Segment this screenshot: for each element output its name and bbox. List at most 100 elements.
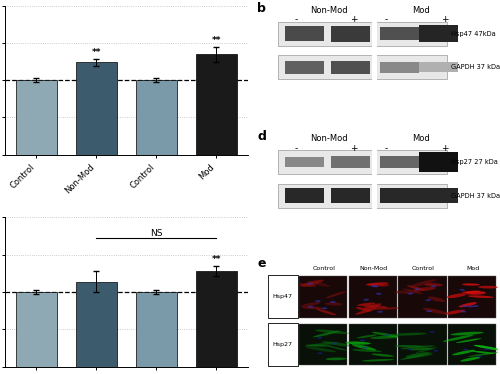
Text: -: - xyxy=(385,144,388,153)
Ellipse shape xyxy=(308,283,313,285)
Bar xyxy=(348,324,397,365)
Text: Hsp27: Hsp27 xyxy=(272,342,292,347)
Ellipse shape xyxy=(355,307,378,315)
Ellipse shape xyxy=(325,303,342,306)
Ellipse shape xyxy=(408,349,412,350)
Ellipse shape xyxy=(384,334,390,336)
Text: GAPDH 37 kDa: GAPDH 37 kDa xyxy=(452,193,500,199)
Ellipse shape xyxy=(372,353,394,357)
Ellipse shape xyxy=(356,307,372,312)
Ellipse shape xyxy=(414,287,436,291)
FancyBboxPatch shape xyxy=(268,324,298,366)
Bar xyxy=(419,153,458,172)
Ellipse shape xyxy=(364,303,382,310)
Ellipse shape xyxy=(300,302,320,307)
Ellipse shape xyxy=(390,333,427,335)
Text: -: - xyxy=(295,144,298,153)
Text: b: b xyxy=(258,1,266,15)
Ellipse shape xyxy=(458,302,477,307)
Ellipse shape xyxy=(452,350,475,355)
Ellipse shape xyxy=(322,307,327,309)
Ellipse shape xyxy=(300,280,324,287)
Bar xyxy=(278,150,446,174)
Bar xyxy=(372,148,378,210)
Bar xyxy=(380,156,419,168)
Ellipse shape xyxy=(357,303,376,306)
Bar xyxy=(196,54,236,155)
Ellipse shape xyxy=(474,345,500,350)
Ellipse shape xyxy=(326,291,346,298)
Ellipse shape xyxy=(408,292,414,294)
Ellipse shape xyxy=(322,341,352,346)
Text: Hsp27 27 kDa: Hsp27 27 kDa xyxy=(452,159,498,165)
Bar xyxy=(136,80,176,155)
Ellipse shape xyxy=(313,331,340,337)
Ellipse shape xyxy=(468,295,494,298)
Ellipse shape xyxy=(362,359,394,362)
Text: +: + xyxy=(350,144,358,153)
Ellipse shape xyxy=(377,311,383,313)
Ellipse shape xyxy=(364,299,369,301)
Ellipse shape xyxy=(424,283,442,286)
Ellipse shape xyxy=(374,307,402,310)
Ellipse shape xyxy=(463,349,468,350)
Text: **: ** xyxy=(212,36,221,45)
Ellipse shape xyxy=(456,338,481,343)
Bar xyxy=(419,188,458,203)
Ellipse shape xyxy=(376,293,382,295)
Ellipse shape xyxy=(444,310,465,315)
Ellipse shape xyxy=(306,342,338,346)
Ellipse shape xyxy=(431,285,436,287)
Ellipse shape xyxy=(466,291,486,295)
Ellipse shape xyxy=(484,348,490,350)
Ellipse shape xyxy=(366,283,390,286)
Ellipse shape xyxy=(430,331,434,333)
Ellipse shape xyxy=(305,344,333,347)
Text: +: + xyxy=(440,144,448,153)
Ellipse shape xyxy=(298,283,316,287)
Ellipse shape xyxy=(360,340,365,341)
Bar xyxy=(398,276,446,318)
Ellipse shape xyxy=(462,305,468,307)
Bar xyxy=(380,27,419,40)
Text: Non-Mod: Non-Mod xyxy=(360,266,388,271)
Ellipse shape xyxy=(394,291,418,294)
Text: **: ** xyxy=(212,255,221,264)
Ellipse shape xyxy=(356,334,377,338)
Bar xyxy=(380,188,419,203)
Bar xyxy=(299,276,348,318)
Ellipse shape xyxy=(328,346,347,351)
Bar xyxy=(278,184,446,208)
Ellipse shape xyxy=(352,344,376,350)
Bar xyxy=(278,55,446,79)
Text: GAPDH 37 kDa: GAPDH 37 kDa xyxy=(452,64,500,70)
Ellipse shape xyxy=(462,291,480,293)
Ellipse shape xyxy=(460,310,466,313)
Ellipse shape xyxy=(446,293,466,298)
Text: Mod: Mod xyxy=(466,266,479,271)
Ellipse shape xyxy=(316,309,336,315)
Bar xyxy=(419,62,458,72)
Text: -: - xyxy=(385,15,388,24)
Ellipse shape xyxy=(352,349,382,352)
Bar xyxy=(16,292,57,367)
Bar xyxy=(398,324,446,365)
Text: NS: NS xyxy=(150,229,162,237)
Bar xyxy=(372,19,378,82)
Text: Non-Mod: Non-Mod xyxy=(310,134,348,143)
Bar xyxy=(299,324,348,365)
Bar xyxy=(278,22,446,46)
Ellipse shape xyxy=(318,352,322,354)
Bar xyxy=(448,276,496,318)
Bar xyxy=(196,271,236,367)
Ellipse shape xyxy=(428,297,446,302)
Bar xyxy=(419,25,458,42)
Ellipse shape xyxy=(405,354,432,359)
Ellipse shape xyxy=(450,332,484,335)
Ellipse shape xyxy=(426,310,432,312)
Bar xyxy=(331,61,370,74)
Ellipse shape xyxy=(477,356,482,357)
Ellipse shape xyxy=(400,353,433,360)
Ellipse shape xyxy=(366,282,388,285)
Ellipse shape xyxy=(434,350,438,352)
